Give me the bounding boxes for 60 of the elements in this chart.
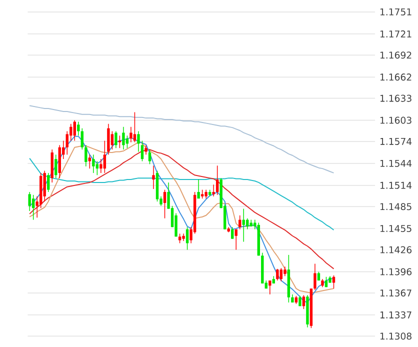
- y-tick-label: 1.1544: [380, 160, 412, 167]
- y-tick-label: 1.1514: [380, 182, 412, 189]
- y-tick-label: 1.1308: [380, 332, 412, 340]
- candlestick: [324, 276, 328, 288]
- candlestick: [96, 160, 99, 176]
- candlestick: [197, 178, 200, 199]
- candlestick: [280, 268, 283, 282]
- candlestick: [212, 184, 215, 197]
- y-tick-label: 1.1603: [380, 116, 412, 124]
- candlestick: [314, 263, 316, 290]
- y-tick-label: 1.1633: [380, 94, 412, 102]
- candlestick: [54, 154, 58, 178]
- y-tick-label: 1.1396: [380, 268, 412, 276]
- candlestick: [118, 135, 122, 148]
- candlestick: [137, 130, 140, 152]
- candlestick: [178, 233, 182, 244]
- candlestick: [43, 170, 46, 202]
- candlestick: [122, 126, 125, 150]
- candlestick: [163, 189, 166, 219]
- candlestick: [47, 172, 50, 192]
- candlestick: [298, 295, 302, 306]
- candlestick: [216, 165, 219, 196]
- candlestick: [66, 130, 68, 155]
- y-tick-label: 1.1692: [380, 51, 412, 58]
- candlestick: [100, 158, 102, 174]
- candlestick: [186, 226, 189, 250]
- candlestick: [114, 130, 118, 148]
- candlestick: [242, 208, 245, 242]
- y-tick-label: 1.1662: [380, 73, 412, 80]
- y-tick-label: 1.1574: [380, 138, 412, 145]
- candlestick: [77, 121, 80, 136]
- candlestick: [302, 294, 306, 310]
- y-tick-label: 1.1455: [380, 224, 412, 232]
- y-tick-label: 1.1367: [380, 289, 412, 296]
- candlestick: [231, 226, 234, 240]
- candlestick: [133, 112, 136, 142]
- candlestick: [284, 266, 286, 276]
- candlestick: [144, 144, 148, 155]
- candlestick: [246, 218, 249, 230]
- candlestick: [234, 228, 238, 250]
- candlestick: [268, 280, 272, 295]
- candlestick: [103, 140, 106, 174]
- candlestick: [152, 165, 155, 190]
- y-tick-label: 1.1426: [380, 246, 412, 254]
- candlestick: [276, 268, 279, 281]
- y-tick-label: 1.1751: [380, 8, 412, 16]
- candlestick: [28, 191, 31, 212]
- candlestick: [107, 123, 110, 155]
- candlestick: [140, 140, 144, 162]
- candlestick: [126, 135, 129, 148]
- candlestick: [130, 126, 132, 142]
- candlestick: [80, 128, 84, 150]
- y-tick-label: 1.1337: [380, 311, 412, 318]
- candlestick: [73, 120, 76, 141]
- candlestick: [84, 144, 88, 167]
- y-tick-label: 1.1485: [380, 202, 412, 210]
- candlestick: [32, 194, 35, 220]
- candlestick: [110, 130, 114, 150]
- y-tick-label: 1.1721: [380, 30, 412, 38]
- candlestick: [92, 154, 95, 174]
